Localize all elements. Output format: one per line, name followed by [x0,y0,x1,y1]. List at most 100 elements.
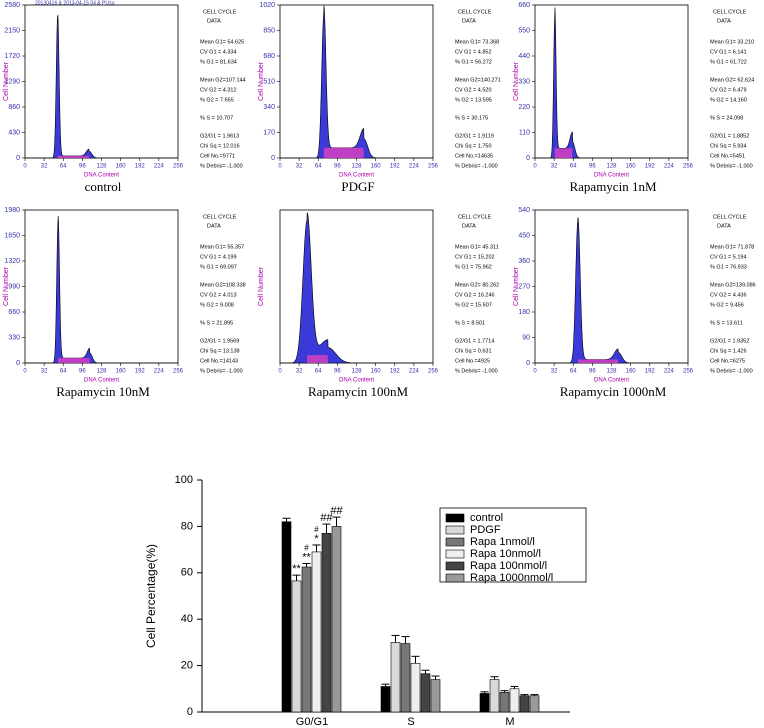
stat-line: % S = 8.501 [455,320,485,326]
x-tick-label: 192 [645,164,656,170]
stat-line: % Debris= -1.000 [200,368,243,374]
x-tick-label: 160 [116,164,127,170]
stat-line: % G2 = 9.456 [710,302,744,308]
x-tick-label: 256 [428,164,439,170]
x-tick-label: 224 [664,369,675,375]
x-tick-label: 256 [683,164,694,170]
x-tick-label: 64 [60,164,67,170]
cell-cycle-label: CELL CYCLE [713,9,747,15]
x-tick-label: 224 [409,164,420,170]
panel-title: Rapamycin 1000nM [560,384,667,399]
x-tick-label: 256 [428,369,439,375]
stat-line: G2/G1 = 1.9119 [455,133,494,139]
y-tick-label: 60 [181,567,193,579]
x-axis-label: DNA Content [339,173,374,179]
legend-label: Rapa 1000nmol/l [470,572,553,584]
stat-line: Cell No.=6275 [710,358,745,364]
s-phase [57,155,90,158]
stat-line: % Debris= -1.000 [200,163,243,169]
data-label: DATA [717,18,731,24]
y-axis-label: Cell Number [513,61,520,101]
x-axis-label: DNA Content [84,378,119,384]
y-tick-label: 1720 [4,53,20,60]
x-tick-label: 0 [533,164,537,170]
x-tick-label: 128 [606,369,617,375]
cell-cycle-label: CELL CYCLE [203,9,237,15]
x-tick-label: 160 [371,164,382,170]
x-tick-label: 128 [606,164,617,170]
stat-line: Chi Sq = 5.934 [710,143,747,149]
stat-line: % S = 24.098 [710,115,743,121]
cell-cycle-label: CELL CYCLE [713,214,747,220]
y-tick-label: 1290 [4,78,20,85]
stat-line: Cell No.=14635 [455,153,493,159]
stat-line: % Debris= -1.000 [710,368,753,374]
x-tick-label: 224 [664,164,675,170]
y-tick-label: 1020 [259,2,275,9]
stat-line: % S = 10.707 [200,115,233,121]
stat-line: Chi Sq = 12.016 [200,143,240,149]
legend-label: Rapa 10nmol/l [470,548,541,560]
y-tick-label: 450 [518,232,530,239]
data-label: DATA [462,18,476,24]
legend-label: Rapa 1nmol/l [470,536,535,548]
x-tick-label: 64 [315,369,322,375]
bar [390,642,401,713]
x-tick-label: 96 [334,164,341,170]
stat-line: % S = 13.611 [710,320,743,326]
stat-line: CV G1 = 4.199 [200,254,237,260]
file-header: 20130416 & 2013-04-15 04 & PI.fcs [35,0,115,6]
histogram [535,217,688,364]
stat-line: % S = 30.175 [455,115,488,121]
stat-line: % S = 21.895 [200,320,233,326]
bar [489,679,500,713]
stat-line: CV G1 = 5.194 [710,254,747,260]
legend-label: PDGF [470,524,501,536]
bar [400,643,411,713]
stat-line: % Debris= -1.000 [710,163,753,169]
y-tick-label: 360 [518,258,530,265]
x-axis-label: DNA Content [339,378,374,384]
stat-line: Mean G2= 62.624 [710,77,754,83]
y-axis-label: Cell Number [3,61,10,101]
stat-line: Mean G2=107.144 [200,77,246,83]
bar [410,662,421,713]
y-tick-label: 330 [518,78,530,85]
stat-line: CV G1 = 15.202 [455,254,495,260]
stat-line: Mean G1= 33.210 [710,39,754,45]
x-tick-label: 96 [334,369,341,375]
plot-frame [24,4,179,159]
data-label: DATA [462,223,476,229]
stat-line: % G1 = 75.962 [455,264,492,270]
x-axis-label: DNA Content [84,173,119,179]
stat-line: % G1 = 76.933 [710,264,747,270]
stat-line: CV G1 = 4.334 [200,49,237,55]
bar [311,551,322,713]
x-tick-label: 160 [371,369,382,375]
data-label: DATA [207,18,221,24]
stat-line: % Debris= -1.000 [455,163,498,169]
stat-line: % Debris= -1.000 [455,368,498,374]
x-tick-label: 0 [23,164,27,170]
significance-mark: ## [320,512,333,524]
x-tick-label: 128 [96,164,107,170]
stat-line: Cell No.=5451 [710,153,745,159]
stat-line: Cell No.=4925 [455,358,490,364]
stat-line: CV G2 = 4.312 [200,87,237,93]
y-tick-label: 850 [263,27,275,34]
stat-line: Chi Sq = 0.631 [455,348,492,354]
x-tick-label: 256 [683,369,694,375]
y-axis-label: Cell Number [3,266,10,306]
y-tick-label: 0 [187,706,193,718]
stat-line: % G2 = 15.607 [455,302,492,308]
x-tick-label: 128 [96,369,107,375]
x-tick-label: 64 [570,369,577,375]
bar [281,521,292,713]
y-tick-label: 40 [181,613,193,625]
y-tick-label: 510 [263,78,275,85]
bar [430,679,441,713]
stat-line: G2/G1 = 1.9352 [710,338,749,344]
x-tick-label: 0 [533,369,537,375]
x-tick-label: 192 [390,164,401,170]
